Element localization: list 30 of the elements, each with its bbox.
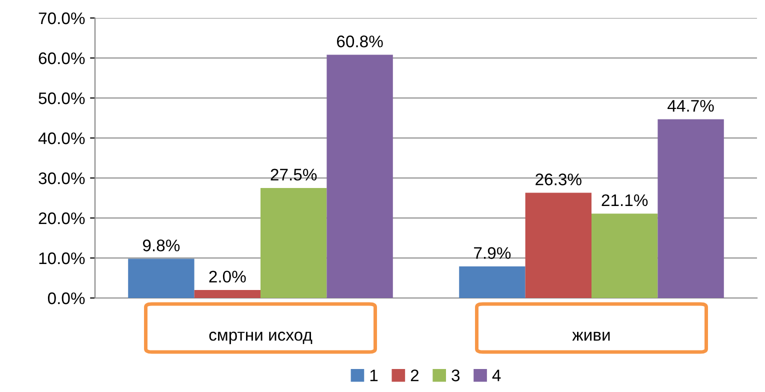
bar	[194, 290, 260, 298]
bar	[525, 192, 592, 298]
bar	[128, 258, 194, 298]
y-tick-label: 50.0%	[38, 92, 85, 104]
data-label: 44.7%	[668, 100, 714, 112]
data-label: 60.8%	[337, 36, 383, 48]
data-label: 2.0%	[209, 270, 246, 283]
bar	[658, 119, 724, 298]
y-tick-label: 20.0%	[38, 212, 85, 224]
legend-label: 3	[452, 370, 460, 382]
data-label: 9.8%	[142, 240, 180, 252]
bar	[260, 188, 327, 298]
y-tick-label: 30.0%	[38, 172, 85, 184]
data-label: 26.3%	[536, 174, 582, 186]
y-tick-label: 70.0%	[38, 12, 85, 24]
x-tick-label: смртни исход	[209, 332, 312, 344]
bar	[459, 266, 526, 298]
data-label: 21.1%	[602, 194, 648, 206]
bar	[592, 214, 658, 298]
data-label: 7.9%	[474, 247, 511, 259]
legend-label: 4	[492, 370, 501, 382]
y-tick-label: 40.0%	[38, 132, 85, 144]
y-tick-label: 60.0%	[38, 52, 85, 64]
legend-label: 2	[410, 370, 418, 382]
data-label: 27.5%	[270, 168, 317, 181]
bar	[326, 54, 393, 298]
y-tick-label: 0.0%	[48, 292, 85, 304]
legend-label: 1	[370, 370, 378, 382]
y-tick-label: 10.0%	[39, 252, 85, 264]
x-tick-label: живи	[572, 332, 610, 341]
